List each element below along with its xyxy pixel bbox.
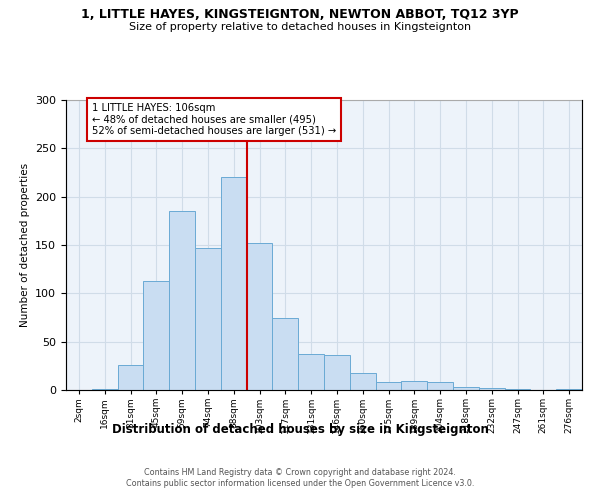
Y-axis label: Number of detached properties: Number of detached properties	[20, 163, 29, 327]
Bar	[324, 355, 350, 390]
Text: 1, LITTLE HAYES, KINGSTEIGNTON, NEWTON ABBOT, TQ12 3YP: 1, LITTLE HAYES, KINGSTEIGNTON, NEWTON A…	[81, 8, 519, 20]
Bar	[92, 389, 118, 390]
Bar	[401, 382, 427, 390]
Bar	[479, 388, 505, 390]
Bar	[427, 382, 453, 390]
Bar	[453, 387, 479, 390]
Bar	[247, 243, 272, 390]
Bar	[505, 389, 530, 390]
Bar	[169, 211, 195, 390]
Text: 1 LITTLE HAYES: 106sqm
← 48% of detached houses are smaller (495)
52% of semi-de: 1 LITTLE HAYES: 106sqm ← 48% of detached…	[92, 103, 336, 136]
Bar	[350, 372, 376, 390]
Text: Contains HM Land Registry data © Crown copyright and database right 2024.
Contai: Contains HM Land Registry data © Crown c…	[126, 468, 474, 487]
Bar	[195, 248, 221, 390]
Bar	[143, 281, 169, 390]
Text: Distribution of detached houses by size in Kingsteignton: Distribution of detached houses by size …	[112, 422, 488, 436]
Bar	[272, 318, 298, 390]
Bar	[298, 354, 324, 390]
Bar	[376, 382, 401, 390]
Bar	[556, 389, 582, 390]
Bar	[221, 178, 247, 390]
Bar	[118, 365, 143, 390]
Text: Size of property relative to detached houses in Kingsteignton: Size of property relative to detached ho…	[129, 22, 471, 32]
